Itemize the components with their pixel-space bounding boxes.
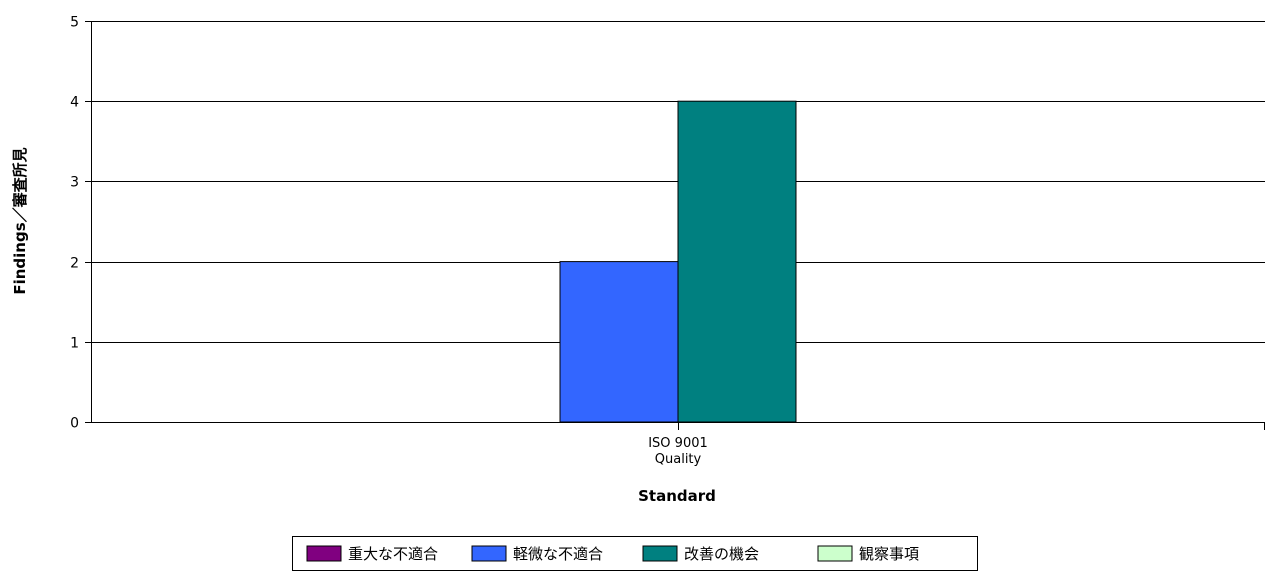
- y-tick-label: 4: [70, 95, 79, 111]
- y-tick-label: 3: [70, 175, 79, 191]
- x-category-label: Quality: [655, 452, 702, 467]
- y-tick-label: 5: [70, 15, 79, 31]
- x-axis-title: Standard: [638, 487, 716, 505]
- x-category-label: ISO 9001: [648, 436, 708, 451]
- y-tick-label: 1: [70, 336, 79, 352]
- y-axis-title: Findings／審査所見: [11, 147, 29, 294]
- legend-label: 改善の機会: [684, 545, 759, 563]
- legend-swatch: [642, 545, 678, 562]
- bar: [677, 100, 797, 423]
- legend-swatch: [306, 545, 342, 562]
- legend-label: 軽微な不適合: [513, 545, 603, 563]
- y-tick-label: 0: [70, 416, 79, 432]
- legend-label: 観察事項: [859, 545, 919, 563]
- legend: 重大な不適合 軽微な不適合 改善の機会 観察事項: [292, 536, 978, 571]
- y-tick-label: 2: [70, 256, 79, 272]
- legend-box: [292, 536, 978, 571]
- bars: [559, 100, 797, 423]
- legend-swatch: [817, 545, 853, 562]
- legend-label: 重大な不適合: [348, 545, 438, 563]
- y-tick-labels: 0 1 2 3 4 5: [70, 15, 79, 432]
- legend-swatch: [471, 545, 507, 562]
- bar: [559, 261, 679, 423]
